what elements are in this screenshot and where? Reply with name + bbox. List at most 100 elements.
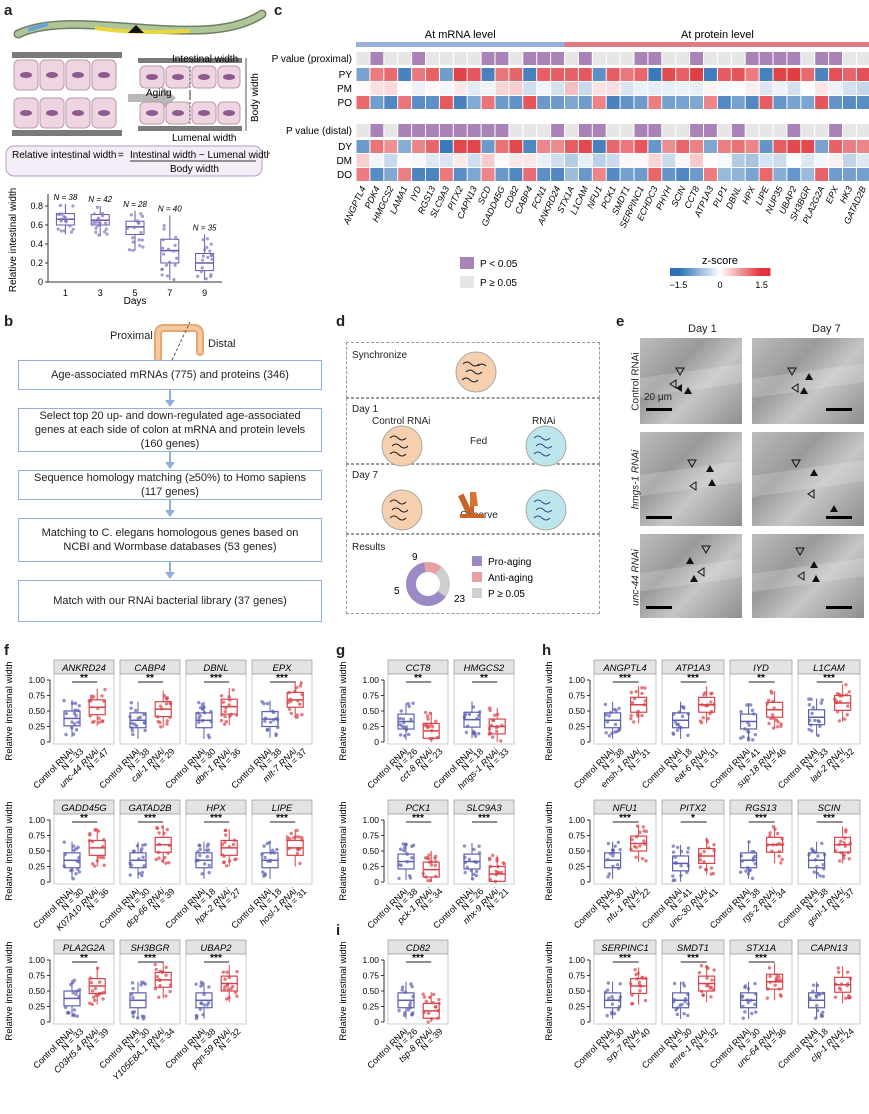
heat-cell-proximal (481, 96, 495, 109)
box-ytick-label: 0.25 (362, 1002, 379, 1012)
heat-cell-distal (676, 168, 690, 181)
box-point (779, 861, 783, 865)
a-xtick-label: 9 (202, 288, 207, 298)
box-point (634, 845, 639, 850)
box-point (708, 986, 712, 990)
box-point (769, 716, 773, 721)
box-point (128, 861, 132, 866)
sig-cell-distal (495, 124, 509, 137)
heat-cell-distal (829, 140, 842, 153)
a-xtick-label: 5 (132, 288, 137, 298)
box-point (285, 838, 290, 842)
box-point (165, 719, 169, 723)
panel-label-a: a (4, 2, 13, 19)
heat-cell-proximal (523, 82, 537, 95)
zscore-gradient-cell (736, 268, 739, 276)
box-point (410, 844, 414, 849)
panel-label-b: b (4, 313, 14, 330)
box-point (434, 719, 438, 723)
box-point (289, 711, 294, 716)
heat-cell-distal (634, 140, 648, 153)
box-point (751, 858, 755, 862)
box-point (768, 974, 772, 979)
box-point (92, 719, 96, 724)
box-ytick-label: 0.25 (362, 862, 379, 872)
donut-legend-swatch (472, 572, 482, 582)
a-point (71, 204, 75, 208)
sig-cell-distal (606, 124, 620, 137)
zscore-tick: −1.5 (669, 280, 687, 290)
box-point (615, 863, 620, 867)
box-point (436, 1016, 440, 1020)
heat-cell-distal (759, 154, 773, 167)
heat-cell-distal (717, 154, 731, 167)
box-point (221, 970, 226, 974)
box-point (603, 990, 608, 994)
box-point (617, 706, 621, 711)
box-point (164, 861, 168, 865)
box-point (817, 719, 821, 724)
heat-cell-proximal (481, 68, 495, 81)
box-point (770, 691, 774, 695)
box-point (71, 877, 75, 881)
box-point (844, 683, 848, 687)
heat-cell-distal (606, 140, 620, 153)
d-day1-section (346, 398, 600, 464)
box-point (102, 991, 106, 995)
box-point (767, 698, 771, 703)
heat-cell-proximal (787, 68, 801, 81)
box-point (489, 731, 493, 736)
a-point (97, 221, 101, 225)
box-point (833, 849, 838, 853)
box-point (744, 869, 748, 873)
box-point (617, 998, 622, 1003)
box-point (102, 863, 106, 868)
box-ytick-label: 0 (580, 1017, 585, 1027)
box-point (90, 696, 94, 701)
box-point (819, 701, 824, 705)
box-point (155, 975, 160, 979)
a-point (172, 249, 176, 253)
row-label-DM: DM (336, 156, 352, 167)
box-point (771, 699, 775, 704)
box-point (397, 876, 401, 881)
box-point (496, 865, 500, 869)
box-point (710, 978, 714, 982)
sig-cell-distal (426, 124, 439, 137)
row-label-PO: PO (338, 98, 353, 109)
heat-cell-proximal (606, 96, 620, 109)
box-point (810, 848, 815, 853)
heat-cell-proximal (829, 82, 842, 95)
donut-slice-0 (406, 562, 446, 606)
zscore-gradient-cell (726, 268, 729, 276)
box-point (489, 864, 493, 869)
sig-cell-proximal (578, 52, 592, 65)
heat-cell-proximal (523, 96, 537, 109)
box-point (608, 852, 613, 856)
box-point (813, 718, 817, 723)
heat-cell-proximal (356, 82, 370, 95)
sig-cell-proximal (495, 52, 509, 65)
box-point (100, 694, 104, 698)
a-point (209, 273, 213, 277)
heat-cell-proximal (439, 82, 453, 95)
box-point (163, 855, 167, 860)
a-point (132, 225, 137, 229)
box-point (227, 859, 232, 863)
heat-cell-distal (356, 154, 370, 167)
box-ytick-label: 0.75 (568, 831, 585, 841)
heat-cell-proximal (690, 68, 703, 81)
legend-sig-label: P < 0.05 (480, 259, 518, 270)
box-point (779, 724, 783, 728)
box-point (818, 724, 822, 729)
box-point (424, 875, 428, 879)
panel-label-d: d (336, 313, 346, 330)
heat-cell-distal (565, 154, 578, 167)
body-width-label: Body width (250, 73, 261, 122)
box-point (768, 980, 773, 984)
box-point (686, 733, 690, 738)
sig-cell-proximal (856, 52, 869, 65)
a-point (140, 214, 145, 219)
box-ytick-label: 0.75 (568, 971, 585, 981)
box-point (97, 716, 101, 721)
